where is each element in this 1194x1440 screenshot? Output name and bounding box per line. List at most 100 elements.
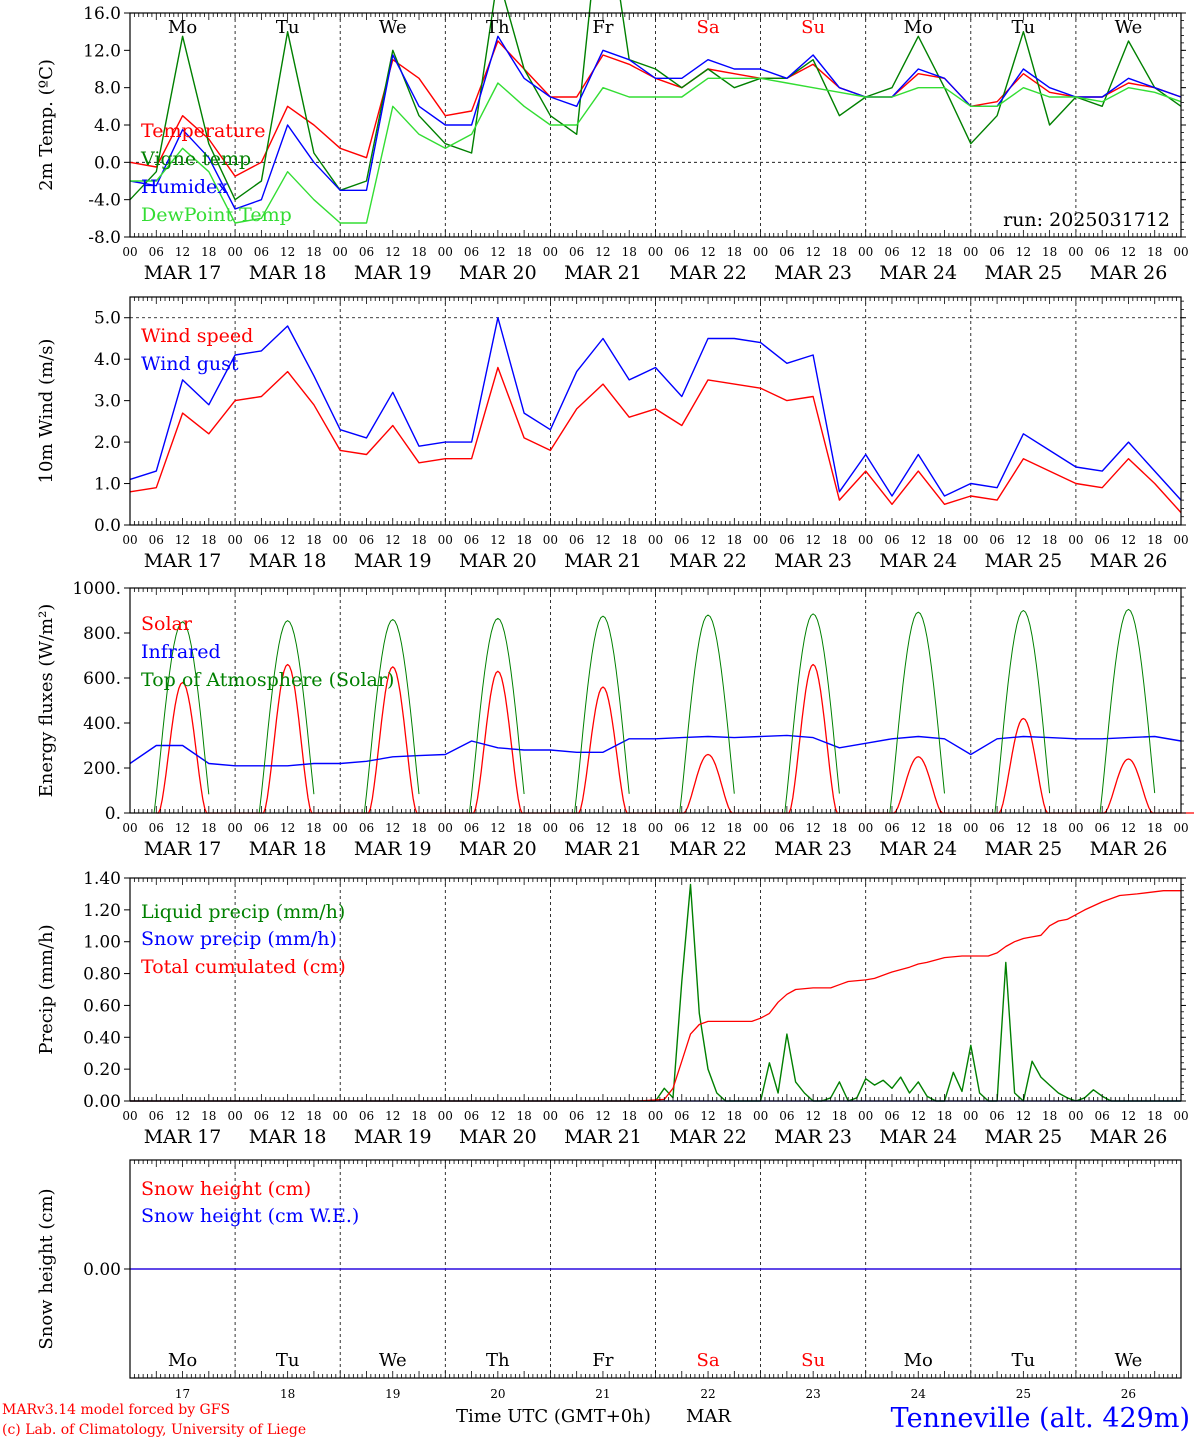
energy-hour-label: 00 [963, 821, 978, 835]
energy-hour-label: 18 [306, 821, 321, 835]
wind-hour-label: 00 [648, 533, 663, 547]
footer-axis-title: Time UTC (GMT+0h) [456, 1406, 651, 1427]
wind-y-tick-label: 2.0 [94, 433, 121, 453]
precip-date-label: MAR 17 [144, 1126, 222, 1148]
wind-date-label: MAR 21 [564, 550, 642, 572]
wind-date-label: MAR 19 [354, 550, 432, 572]
energy-hour-label: 00 [543, 821, 558, 835]
precip-hour-label: 06 [359, 1109, 374, 1123]
wind-hour-label: 12 [700, 533, 715, 547]
energy-series-solar-day [471, 670, 525, 814]
energy-hour-label: 18 [622, 821, 637, 835]
temperature-hour-label: 06 [779, 245, 794, 259]
wind-hour-label: 12 [806, 533, 821, 547]
precip-legend-liquid-precip-mm-h: Liquid precip (mm/h) [141, 901, 345, 923]
wind-series-wind-speed [129, 366, 1182, 514]
wind-hour-label: 06 [254, 533, 269, 547]
snow-day-name: We [379, 1350, 407, 1371]
snow-day-name: Mo [168, 1350, 197, 1371]
precip-hour-label: 12 [1016, 1109, 1031, 1123]
energy-y-tick-label: 1000. [72, 579, 121, 599]
temperature-hour-label: 18 [411, 245, 426, 259]
precip-hour-label: 18 [1147, 1109, 1162, 1123]
wind-hour-label: 00 [543, 533, 558, 547]
snow-day-name: Th [486, 1350, 510, 1371]
temperature-day-name: Mo [168, 17, 197, 38]
temperature-hour-label: 12 [595, 245, 610, 259]
temperature-date-label: MAR 20 [459, 262, 537, 284]
temperature-hour-label: 00 [1173, 245, 1188, 259]
energy-y-tick-label: 800. [83, 624, 121, 644]
wind-hour-label: 06 [569, 533, 584, 547]
precip-date-label: MAR 22 [669, 1126, 747, 1148]
precip-hour-label: 18 [832, 1109, 847, 1123]
energy-date-label: MAR 19 [354, 838, 432, 860]
temperature-day-name: We [379, 17, 407, 38]
temperature-hour-label: 18 [1147, 245, 1162, 259]
precip-hour-label: 06 [884, 1109, 899, 1123]
energy-series-solar-day [892, 756, 945, 814]
energy-hour-label: 06 [674, 821, 689, 835]
energy-legend-solar: Solar [141, 613, 193, 635]
energy-hour-label: 00 [333, 821, 348, 835]
temperature-hour-label: 12 [385, 245, 400, 259]
wind-hour-label: 12 [490, 533, 505, 547]
wind-hour-label: 06 [359, 533, 374, 547]
precip-hour-label: 00 [858, 1109, 873, 1123]
temperature-hour-label: 12 [1016, 245, 1031, 259]
temperature-hour-label: 12 [280, 245, 295, 259]
wind-series-wind-gust [129, 317, 1182, 501]
temperature-day-name: Th [486, 17, 510, 38]
wind-hour-label: 18 [411, 533, 426, 547]
precip-hour-label: 00 [963, 1109, 978, 1123]
precip-hour-label: 12 [806, 1109, 821, 1123]
energy-hour-label: 00 [438, 821, 453, 835]
wind-hour-label: 18 [306, 533, 321, 547]
wind-date-label: MAR 25 [984, 550, 1062, 572]
temperature-y-tick-label: 12.0 [83, 41, 121, 61]
wind-y-tick-label: 4.0 [94, 350, 121, 370]
wind-hour-label: 12 [1016, 533, 1031, 547]
wind-hour-label: 12 [595, 533, 610, 547]
wind-hour-label: 06 [149, 533, 164, 547]
snow-day-name: Mo [904, 1350, 933, 1371]
temperature-hour-label: 00 [227, 245, 242, 259]
wind-date-label: MAR 22 [669, 550, 747, 572]
precip-date-label: MAR 19 [354, 1126, 432, 1148]
temperature-day-name: Su [801, 17, 825, 38]
temperature-hour-label: 18 [201, 245, 216, 259]
temperature-hour-label: 00 [858, 245, 873, 259]
wind-legend-wind-speed: Wind speed [141, 325, 253, 347]
energy-series-top-of-atmosphere-solar-day [782, 613, 840, 814]
wind-hour-label: 06 [884, 533, 899, 547]
energy-hour-label: 06 [464, 821, 479, 835]
energy-hour-label: 18 [1042, 821, 1057, 835]
energy-hour-label: 18 [937, 821, 952, 835]
precip-hour-label: 06 [989, 1109, 1004, 1123]
temperature-hour-label: 00 [438, 245, 453, 259]
temperature-hour-label: 06 [989, 245, 1004, 259]
wind-hour-label: 12 [911, 533, 926, 547]
precip-series-total-cumulated-cm [130, 890, 1181, 1102]
energy-hour-label: 00 [858, 821, 873, 835]
footer-location: Tenneville (alt. 429m) [891, 1403, 1190, 1434]
energy-legend-top-of-atmosphere-solar: Top of Atmosphere (Solar) [141, 669, 394, 691]
temperature-series-dewpoint-temp [130, 77, 1182, 224]
temperature-hour-label: 00 [963, 245, 978, 259]
temperature-hour-label: 00 [333, 245, 348, 259]
temperature-date-label: MAR 21 [564, 262, 642, 284]
precip-hour-label: 06 [149, 1109, 164, 1123]
wind-hour-label: 00 [1068, 533, 1083, 547]
temperature-day-name: We [1115, 17, 1143, 38]
energy-date-label: MAR 24 [879, 838, 957, 860]
precip-hour-label: 12 [911, 1109, 926, 1123]
energy-hour-label: 00 [753, 821, 768, 835]
energy-y-tick-label: 600. [83, 669, 121, 689]
precip-y-tick-label: 1.20 [83, 901, 121, 921]
temperature-hour-label: 18 [516, 245, 531, 259]
wind-hour-label: 12 [280, 533, 295, 547]
precip-date-label: MAR 21 [564, 1126, 642, 1148]
snow-y-tick-label: 0.00 [83, 1260, 121, 1280]
precip-hour-label: 06 [674, 1109, 689, 1123]
